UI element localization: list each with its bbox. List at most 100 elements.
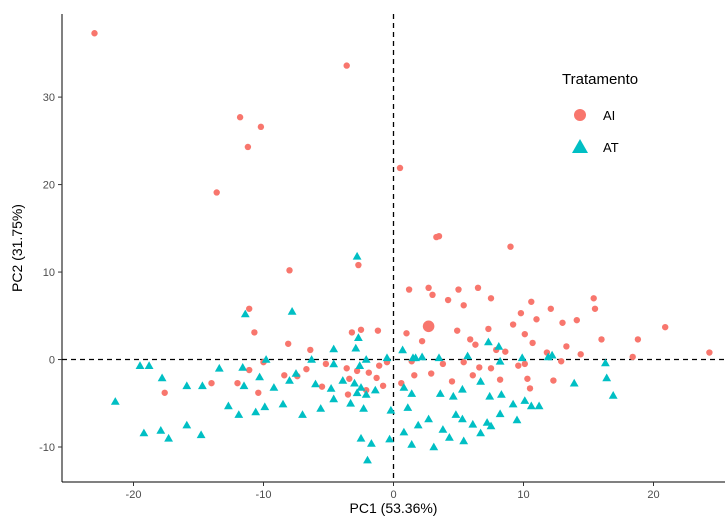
point-at <box>497 390 506 398</box>
point-ai <box>303 365 310 373</box>
point-at <box>352 388 362 397</box>
point-at <box>157 373 167 382</box>
point-ai <box>487 365 495 372</box>
point-ai <box>286 267 293 274</box>
point-ai <box>502 348 509 355</box>
point-ai <box>343 62 350 69</box>
point-at <box>214 363 224 372</box>
point-at <box>285 376 294 384</box>
point-ai <box>472 341 479 348</box>
point-ai <box>257 123 265 131</box>
point-ai <box>563 343 570 350</box>
point-at <box>287 307 297 315</box>
point-ai <box>365 369 372 376</box>
point-at <box>482 418 492 426</box>
point-ai <box>547 305 554 312</box>
x-axis-ticks: -20 -10 0 10 20 <box>126 482 660 501</box>
point-at <box>407 389 417 397</box>
point-at <box>338 376 348 384</box>
legend-ai-marker <box>574 109 586 121</box>
point-at <box>239 381 249 390</box>
point-at <box>363 455 372 464</box>
point-at <box>520 396 530 404</box>
point-at <box>512 415 522 424</box>
point-at <box>351 343 361 352</box>
point-at <box>311 379 320 388</box>
point-at <box>608 391 618 399</box>
point-ai <box>343 365 350 372</box>
point-ai <box>444 296 452 304</box>
point-at <box>429 442 439 451</box>
point-at <box>370 385 380 394</box>
y-tick-label: 20 <box>43 180 55 192</box>
point-ai <box>348 329 356 336</box>
legend-title: Tratamento <box>562 71 638 88</box>
point-at <box>240 309 250 318</box>
point-ai <box>558 358 565 365</box>
point-at <box>224 401 233 410</box>
point-ai <box>485 325 492 333</box>
point-at <box>399 427 409 436</box>
point-at <box>329 394 339 403</box>
point-ai <box>448 378 456 385</box>
point-at <box>495 356 505 365</box>
point-ai <box>425 284 432 292</box>
point-at <box>526 401 536 410</box>
point-ai <box>533 316 540 323</box>
point-at <box>269 383 279 391</box>
point-at <box>316 404 326 412</box>
point-at <box>135 361 145 369</box>
point-ai <box>418 337 426 345</box>
point-ai <box>281 372 288 379</box>
point-ai <box>454 327 461 334</box>
point-at <box>602 373 612 382</box>
point-ai <box>517 309 525 317</box>
x-tick-label: 0 <box>390 489 396 501</box>
y-tick-label: 30 <box>43 92 55 104</box>
point-ai <box>161 389 168 396</box>
point-ai <box>429 291 436 298</box>
point-at <box>251 407 261 416</box>
point-at <box>329 359 339 368</box>
point-at <box>329 344 339 353</box>
point-at <box>298 410 307 418</box>
point-ai <box>433 233 440 241</box>
legend-at-label: AT <box>603 140 619 155</box>
point-at <box>260 402 270 411</box>
point-ai <box>598 336 605 343</box>
point-ai <box>355 261 362 269</box>
point-at <box>361 355 371 363</box>
reference-lines <box>62 14 725 482</box>
x-axis-title: PC1 (53.36%) <box>350 500 438 516</box>
point-at <box>494 342 504 350</box>
point-ai <box>590 295 597 302</box>
point-at <box>458 384 467 393</box>
point-at <box>543 352 553 361</box>
point-at <box>398 345 407 354</box>
point-at <box>326 384 336 392</box>
point-at <box>417 352 427 361</box>
x-tick-label: -10 <box>256 489 272 501</box>
point-at <box>448 391 458 400</box>
point-at <box>139 428 149 437</box>
point-at <box>601 358 610 367</box>
point-ai <box>662 323 669 331</box>
point-ai <box>469 372 476 379</box>
point-ai <box>246 305 253 312</box>
point-at <box>399 383 409 391</box>
point-ai <box>634 336 642 343</box>
point-at <box>352 251 362 260</box>
point-at <box>517 353 527 362</box>
point-at <box>476 428 485 437</box>
point-ai <box>529 339 536 347</box>
point-ai <box>460 358 467 366</box>
point-ai <box>208 379 215 387</box>
point-ai <box>344 391 352 398</box>
point-ai <box>307 346 314 354</box>
point-at <box>407 440 417 448</box>
point-at <box>261 355 271 363</box>
point-at <box>110 397 120 405</box>
point-ai <box>439 360 447 368</box>
point-at <box>361 390 371 398</box>
